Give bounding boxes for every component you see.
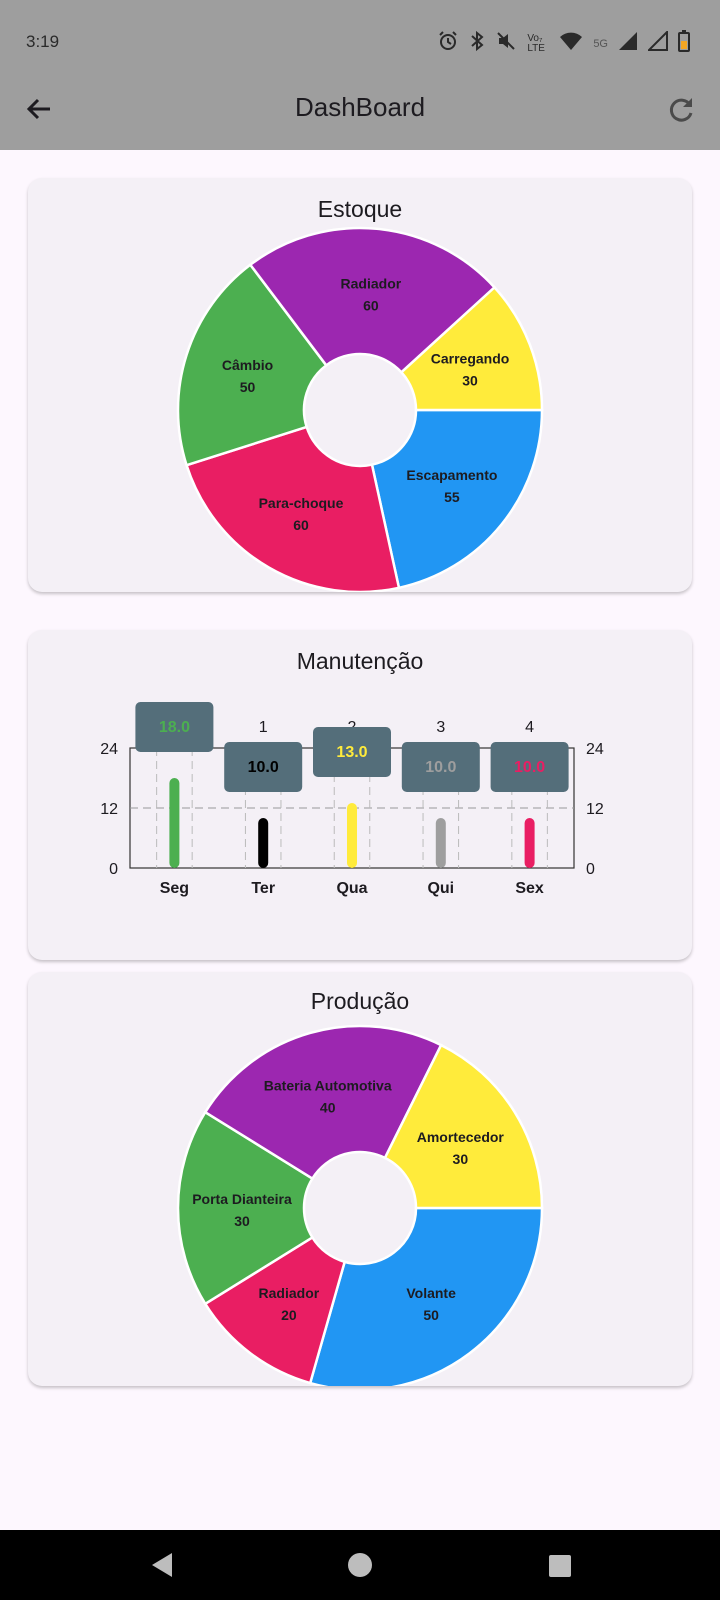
tooltip-value-seg: 18.0 (159, 719, 190, 736)
estoque-value-cambio: 50 (240, 379, 256, 395)
y-tick-right: 24 (586, 741, 604, 758)
producao-slice-bateria-automotiva (203, 1024, 443, 1181)
producao-label-amortecedor: Amortecedor (417, 1129, 505, 1145)
top-label: 1 (259, 719, 268, 736)
tooltip-value-qui: 10.0 (425, 759, 456, 776)
arrow-left-icon (26, 98, 50, 120)
status-icons: Vo₇ LTE 5G (437, 29, 690, 57)
estoque-slice-para-choque (184, 425, 401, 592)
bar-ter[interactable] (258, 818, 269, 868)
estoque-slice-cambio (176, 263, 329, 467)
y-tick-right: 12 (586, 801, 604, 818)
estoque-value-escapamento: 55 (444, 489, 460, 505)
top-label: 4 (525, 719, 534, 736)
producao-value-amortecedor: 30 (453, 1151, 469, 1167)
estoque-slice-escapamento (370, 408, 544, 590)
bluetooth-icon (469, 30, 485, 57)
signal-icon (646, 29, 668, 56)
bar-seg[interactable] (169, 778, 180, 868)
tooltip-value-qua: 13.0 (336, 744, 367, 761)
producao-title: Produção (310, 988, 410, 1014)
back-button[interactable] (22, 92, 56, 126)
bar-qui[interactable] (435, 818, 446, 868)
x-tick-qui: Qui (427, 880, 454, 897)
network-label: 5G (593, 37, 608, 50)
estoque-label-carregando: Carregando (431, 350, 510, 366)
page-title: DashBoard (294, 92, 426, 122)
alarm-icon (437, 30, 459, 57)
tooltip-ter (224, 742, 303, 792)
x-tick-seg: Seg (160, 880, 189, 897)
producao-slice-radiador (203, 1235, 347, 1385)
nav-home-icon[interactable] (348, 1553, 372, 1577)
x-tick-sex: Sex (515, 880, 544, 897)
manutencao-bar-chart: 0012122424Seg18.0Ter110.0Qua213.0Qui310.… (100, 702, 604, 897)
y-tick-right: 0 (586, 861, 595, 878)
estoque-label-radiador: Radiador (341, 276, 402, 292)
estoque-card: Estoque Escapamento 55 Para-choque 60 Câmbio… (28, 178, 692, 592)
producao-value-radiador: 20 (281, 1307, 297, 1323)
producao-card: Produção Volante 50 Radiador 20 Porta Diante… (28, 972, 692, 1386)
tooltip-value-sex: 10.0 (514, 759, 545, 776)
tooltip-sex (490, 742, 569, 792)
estoque-value-carregando: 30 (462, 372, 478, 388)
producao-label-porta-dianteira: Porta Dianteira (192, 1191, 292, 1207)
bar-qua[interactable] (347, 803, 357, 868)
wifi-icon (559, 31, 583, 56)
system-nav-bar (0, 1530, 720, 1600)
nav-back-icon[interactable] (152, 1553, 172, 1577)
producao-label-radiador: Radiador (259, 1285, 320, 1301)
manutencao-card: Manutenção 0012122424Seg18.0Ter110.0Qua2… (28, 630, 692, 960)
battery-icon (678, 30, 690, 57)
refresh-button[interactable] (664, 92, 698, 126)
estoque-label-cambio: Câmbio (222, 357, 273, 373)
producao-label-bateria-automotiva: Bateria Automotiva (264, 1078, 392, 1094)
producao-slice-porta-dianteira (176, 1110, 315, 1306)
producao-slice-amortecedor (383, 1043, 544, 1210)
tooltip-qua (313, 727, 391, 777)
producao-slice-volante (308, 1206, 544, 1386)
estoque-title: Estoque (317, 196, 403, 222)
producao-value-bateria-automotiva: 40 (320, 1100, 336, 1116)
producao-value-porta-dianteira: 30 (234, 1213, 250, 1229)
tooltip-value-ter: 10.0 (248, 759, 279, 776)
refresh-icon (669, 98, 693, 122)
producao-value-volante: 50 (423, 1307, 439, 1323)
tooltip-qui (401, 742, 480, 792)
producao-pie-chart: Volante 50 Radiador 20 Porta Dianteira 30 Bate… (176, 1024, 544, 1386)
top-label: 3 (436, 719, 445, 736)
estoque-label-para-choque: Para-choque (259, 495, 344, 511)
manutencao-title: Manutenção (296, 648, 424, 674)
signal-icon (618, 31, 638, 56)
status-time: 3:19 (26, 32, 60, 51)
y-tick-left: 24 (100, 741, 118, 758)
x-tick-qua: Qua (336, 880, 367, 897)
x-tick-ter: Ter (251, 880, 275, 897)
estoque-slice-radiador (248, 226, 497, 375)
estoque-slice-carregando (399, 285, 544, 412)
bar-sex[interactable] (524, 818, 535, 868)
estoque-value-para-choque: 60 (293, 517, 309, 533)
nav-recents-icon[interactable] (549, 1555, 571, 1577)
estoque-value-radiador: 60 (363, 298, 379, 314)
tooltip-seg (135, 702, 214, 752)
lte-icon: Vo₇ LTE (527, 32, 545, 54)
estoque-label-escapamento: Escapamento (406, 467, 497, 483)
app-header: 3:19 Vo₇ LTE 5G DashBoard (0, 0, 720, 150)
estoque-pie-chart: Escapamento 55 Para-choque 60 Câmbio 50 Radiad… (176, 226, 544, 592)
mute-icon (495, 30, 517, 57)
y-tick-left: 12 (100, 801, 118, 818)
producao-label-volante: Volante (406, 1285, 456, 1301)
y-tick-left: 0 (109, 861, 118, 878)
